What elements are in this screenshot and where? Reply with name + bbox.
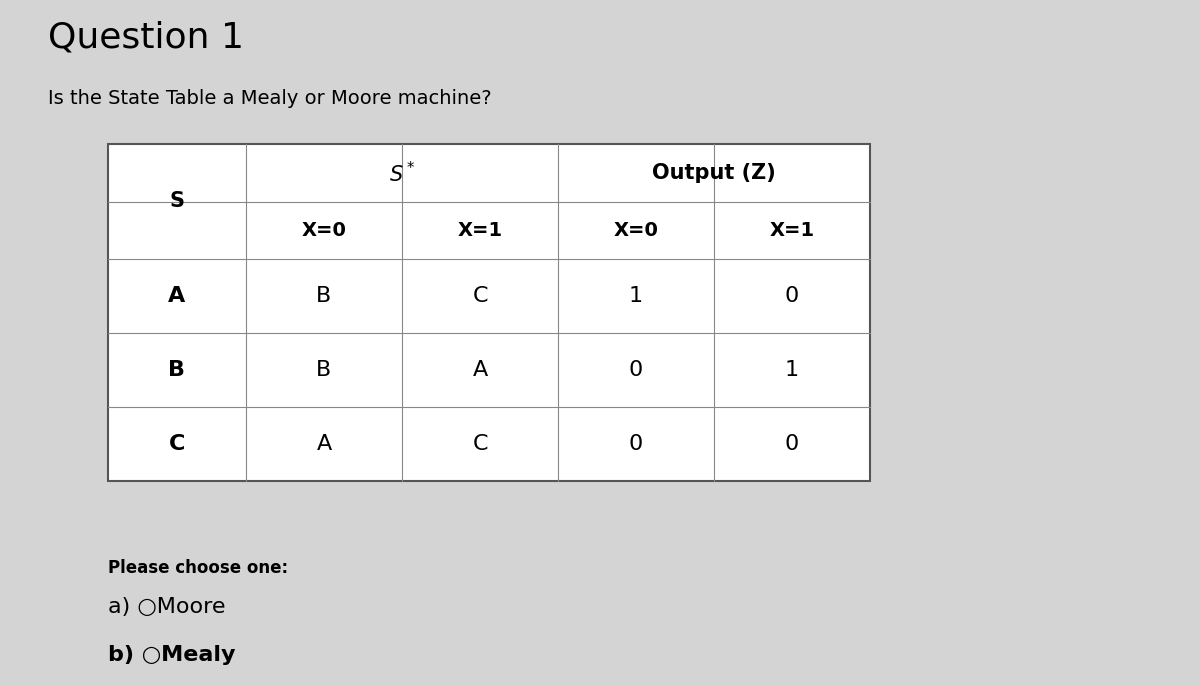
- Text: B: B: [317, 359, 331, 380]
- Text: Please choose one:: Please choose one:: [108, 559, 288, 577]
- Text: X=0: X=0: [613, 221, 659, 240]
- Text: 0: 0: [629, 434, 643, 454]
- Text: C: C: [169, 434, 185, 454]
- Text: Is the State Table a Mealy or Moore machine?: Is the State Table a Mealy or Moore mach…: [48, 89, 492, 108]
- Text: $S^*$: $S^*$: [389, 161, 415, 186]
- Text: X=1: X=1: [457, 221, 503, 240]
- Text: a) ○Moore: a) ○Moore: [108, 597, 226, 617]
- Text: B: B: [168, 359, 186, 380]
- Text: B: B: [317, 285, 331, 306]
- Text: 0: 0: [629, 359, 643, 380]
- Text: C: C: [473, 434, 487, 454]
- Bar: [108, 144, 870, 481]
- Text: X=1: X=1: [769, 221, 815, 240]
- Text: A: A: [317, 434, 331, 454]
- Text: X=0: X=0: [301, 221, 347, 240]
- Text: A: A: [473, 359, 487, 380]
- Text: b) ○Mealy: b) ○Mealy: [108, 645, 235, 665]
- Text: A: A: [168, 285, 186, 306]
- Text: Output (Z): Output (Z): [652, 163, 776, 183]
- Text: C: C: [473, 285, 487, 306]
- Text: 1: 1: [629, 285, 643, 306]
- Text: 1: 1: [785, 359, 799, 380]
- Text: Question 1: Question 1: [48, 21, 244, 55]
- Text: 0: 0: [785, 285, 799, 306]
- Text: 0: 0: [785, 434, 799, 454]
- Text: S: S: [169, 191, 185, 211]
